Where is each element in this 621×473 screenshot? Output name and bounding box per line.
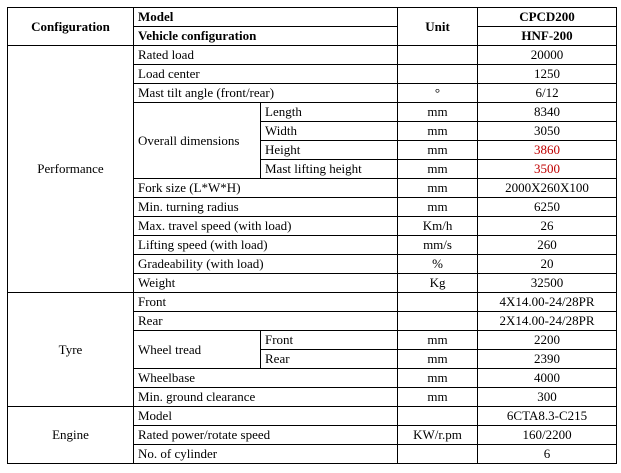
unit: mm (397, 140, 479, 160)
sub-parameter: Width (259, 121, 399, 141)
header-cell: Unit (397, 7, 479, 46)
parameter: Wheel tread (133, 330, 261, 369)
value: 26 (477, 216, 618, 236)
value: 260 (477, 235, 618, 255)
sub-parameter: Length (259, 102, 399, 122)
parameter: Rear (132, 311, 399, 331)
unit: mm (397, 330, 479, 350)
parameter: No. of cylinder (132, 444, 399, 464)
sub-parameter: Front (259, 330, 399, 350)
row: Wheelbase mm 4000 (8, 368, 618, 388)
header-row: Configuration Model Unit CPCD200 (7, 7, 618, 46)
parameter: Lifting speed (with load) (132, 235, 399, 255)
row: Wheel tread Front mm 2200 (8, 330, 618, 369)
parameter: Fork size (L*W*H) (132, 178, 399, 198)
unit: mm (397, 178, 479, 198)
unit: mm (397, 387, 479, 407)
value: 32500 (477, 273, 618, 293)
sub-parameter: Height (259, 140, 399, 160)
value: 6/12 (477, 83, 618, 103)
section-name: Performance (7, 45, 134, 293)
value: 2390 (477, 349, 618, 369)
parameter: Gradeability (with load) (132, 254, 399, 274)
parameter: Rated load (132, 45, 399, 65)
parameter: Max. travel speed (with load) (132, 216, 399, 236)
value: 300 (477, 387, 618, 407)
unit (397, 406, 479, 426)
header-cell: HNF-200 (477, 26, 618, 46)
unit: KW/r.pm (397, 425, 479, 445)
header-cell: Model (132, 7, 399, 27)
parameter: Min. turning radius (132, 197, 399, 217)
unit (397, 311, 479, 331)
value: 8340 (477, 102, 618, 122)
sub-parameter: Rear (259, 349, 399, 369)
parameter: Min. ground clearance (132, 387, 399, 407)
spec-table: Configuration Model Unit CPCD200 Vehicle… (7, 7, 618, 464)
row: No. of cylinder 6 (8, 444, 618, 464)
row: Performance Rated load 20000 (7, 45, 618, 293)
parameter: Overall dimensions (133, 102, 261, 179)
value: 2X14.00-24/28PR (477, 311, 618, 331)
header-cell: Vehicle configuration (132, 26, 399, 46)
parameter: Rated power/rotate speed (132, 425, 399, 445)
parameter: Mast tilt angle (front/rear) (132, 83, 399, 103)
row: Mast lifting height mm 3500 (8, 159, 618, 179)
value: 3860 (477, 140, 618, 160)
unit: ° (397, 83, 479, 103)
value: 3500 (477, 159, 618, 179)
value: 20000 (477, 45, 618, 65)
unit (397, 45, 479, 65)
value: 1250 (477, 64, 618, 84)
row: Tyre Front 4X14.00-24/28PR (7, 292, 618, 407)
row: Max. travel speed (with load) Km/h 26 (8, 216, 618, 236)
row: Min. turning radius mm 6250 (8, 197, 618, 217)
unit: % (397, 254, 479, 274)
section-name: Tyre (7, 292, 134, 407)
section-name: Engine (7, 406, 134, 464)
value: 3050 (477, 121, 618, 141)
parameter: Model (132, 406, 399, 426)
value: 20 (477, 254, 618, 274)
unit: mm/s (397, 235, 479, 255)
parameter: Load center (132, 64, 399, 84)
header-cell: CPCD200 (477, 7, 618, 27)
value: 6CTA8.3-C215 (477, 406, 618, 426)
row: Min. ground clearance mm 300 (8, 387, 618, 407)
value: 2200 (477, 330, 618, 350)
unit: Kg (397, 273, 479, 293)
parameter: Front (132, 292, 399, 312)
value: 160/2200 (477, 425, 618, 445)
header-cell: Configuration (7, 7, 134, 46)
value: 4000 (477, 368, 618, 388)
row: Rated power/rotate speed KW/r.pm 160/2200 (8, 425, 618, 445)
unit: mm (397, 121, 479, 141)
value: 6250 (477, 197, 618, 217)
parameter: Weight (132, 273, 399, 293)
parameter: Wheelbase (132, 368, 399, 388)
unit (397, 64, 479, 84)
value: 6 (477, 444, 618, 464)
unit: mm (397, 159, 479, 179)
value: 2000X260X100 (477, 178, 618, 198)
unit: mm (397, 197, 479, 217)
unit (397, 444, 479, 464)
row: Engine Model 6CTA8.3-C215 (7, 406, 618, 464)
row: Weight Kg 32500 (8, 273, 618, 293)
row: Fork size (L*W*H) mm 2000X260X100 (8, 178, 618, 198)
row: Width mm 3050 (8, 121, 618, 141)
unit (397, 292, 479, 312)
value: 4X14.00-24/28PR (477, 292, 618, 312)
unit: mm (397, 102, 479, 122)
unit: Km/h (397, 216, 479, 236)
unit: mm (397, 349, 479, 369)
sub-parameter: Mast lifting height (259, 159, 399, 179)
row: Height mm 3860 (8, 140, 618, 160)
unit: mm (397, 368, 479, 388)
